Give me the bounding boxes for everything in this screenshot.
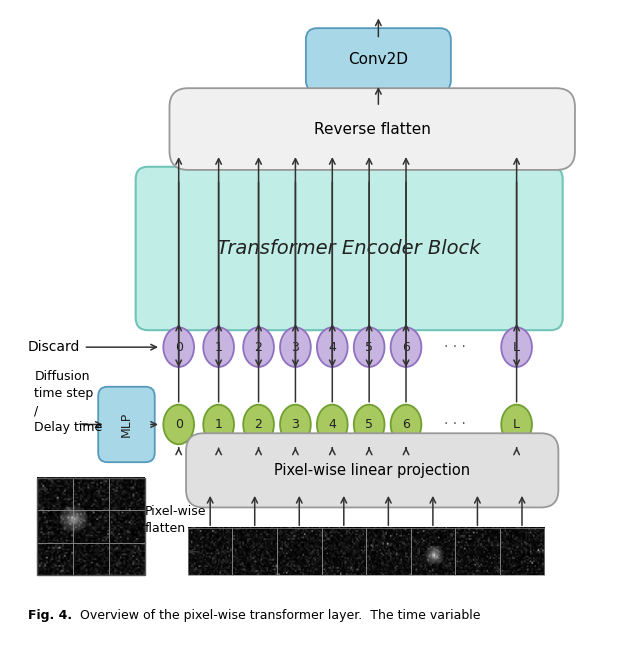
Bar [109, 543, 145, 575]
Bar [37, 478, 73, 511]
FancyBboxPatch shape [170, 88, 575, 170]
Ellipse shape [390, 327, 421, 367]
Ellipse shape [280, 327, 311, 367]
Bar [109, 478, 145, 511]
Text: 6: 6 [402, 418, 410, 431]
Bar [73, 511, 109, 543]
Bar [366, 528, 411, 575]
Text: Fig. 4.: Fig. 4. [28, 610, 72, 623]
Text: L: L [513, 418, 520, 431]
Text: · · ·: · · · [444, 340, 466, 354]
FancyBboxPatch shape [186, 434, 558, 507]
Text: Discard: Discard [28, 340, 81, 354]
Text: 3: 3 [291, 341, 300, 354]
Bar [232, 528, 277, 575]
Text: 1: 1 [214, 418, 223, 431]
Bar [455, 528, 500, 575]
FancyBboxPatch shape [136, 167, 563, 330]
Text: 0: 0 [175, 418, 182, 431]
Text: · · ·: · · · [444, 417, 466, 432]
Ellipse shape [243, 404, 274, 445]
Bar [188, 528, 232, 575]
Bar [37, 543, 73, 575]
Bar [321, 528, 366, 575]
Ellipse shape [204, 327, 234, 367]
Text: 4: 4 [328, 418, 336, 431]
Bar [37, 478, 145, 575]
Bar [37, 511, 73, 543]
Ellipse shape [243, 327, 274, 367]
Text: Conv2D: Conv2D [348, 52, 408, 67]
FancyBboxPatch shape [306, 28, 451, 91]
Bar [73, 478, 109, 511]
Ellipse shape [501, 404, 532, 445]
Bar [500, 528, 544, 575]
Text: 1: 1 [214, 341, 223, 354]
Text: Reverse flatten: Reverse flatten [314, 122, 431, 137]
Bar [73, 543, 109, 575]
Text: MLP: MLP [120, 412, 133, 437]
Bar [109, 511, 145, 543]
Ellipse shape [354, 404, 385, 445]
Text: Pixel-wise linear projection: Pixel-wise linear projection [274, 463, 470, 478]
Text: 5: 5 [365, 418, 373, 431]
Bar [411, 528, 455, 575]
FancyBboxPatch shape [98, 387, 155, 462]
Text: 2: 2 [255, 341, 262, 354]
Text: Overview of the pixel-wise transformer layer.  The time variable: Overview of the pixel-wise transformer l… [72, 610, 481, 623]
Text: Transformer Encoder Block: Transformer Encoder Block [218, 239, 481, 258]
Ellipse shape [204, 404, 234, 445]
Text: 2: 2 [255, 418, 262, 431]
Ellipse shape [163, 404, 194, 445]
Text: 6: 6 [402, 341, 410, 354]
Text: Diffusion
time step
/
Delay time: Diffusion time step / Delay time [35, 371, 102, 434]
Text: Pixel-wise
flatten: Pixel-wise flatten [145, 505, 206, 535]
Ellipse shape [317, 327, 348, 367]
Text: 0: 0 [175, 341, 182, 354]
Text: L: L [513, 341, 520, 354]
Ellipse shape [280, 404, 311, 445]
Ellipse shape [390, 404, 421, 445]
Text: 5: 5 [365, 341, 373, 354]
Ellipse shape [501, 327, 532, 367]
Text: 4: 4 [328, 341, 336, 354]
Ellipse shape [317, 404, 348, 445]
Text: 3: 3 [291, 418, 300, 431]
Ellipse shape [163, 327, 194, 367]
Bar [277, 528, 321, 575]
Ellipse shape [354, 327, 385, 367]
